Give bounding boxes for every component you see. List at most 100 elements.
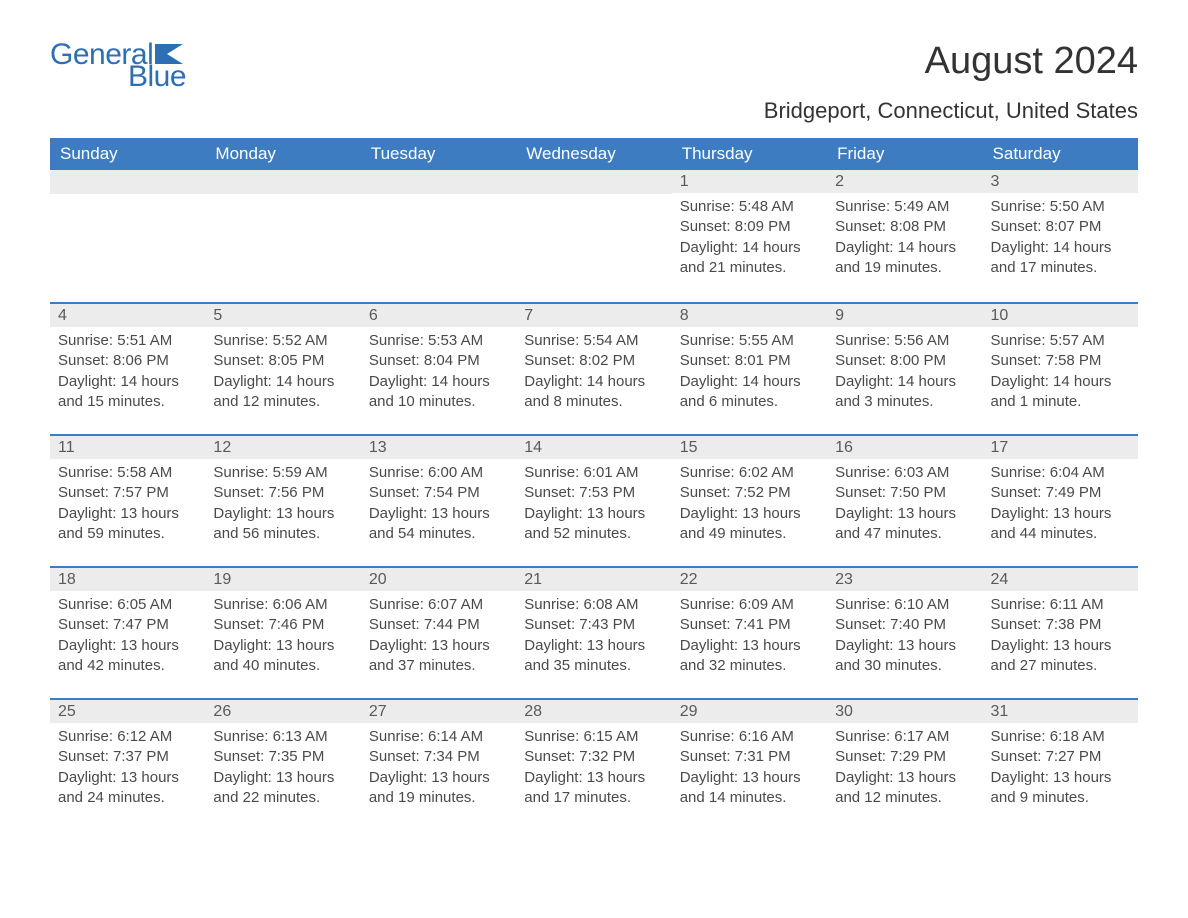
day-content: Sunrise: 6:06 AMSunset: 7:46 PMDaylight:… (205, 591, 360, 684)
day-number-bar: 1 (672, 170, 827, 193)
sunset-text: Sunset: 7:53 PM (524, 483, 663, 503)
day-number-bar: 4 (50, 302, 205, 327)
day-content: Sunrise: 6:11 AMSunset: 7:38 PMDaylight:… (983, 591, 1138, 684)
calendar-day-cell: 3Sunrise: 5:50 AMSunset: 8:07 PMDaylight… (983, 170, 1138, 302)
calendar-day-cell: 16Sunrise: 6:03 AMSunset: 7:50 PMDayligh… (827, 434, 982, 566)
day-number-bar: 31 (983, 698, 1138, 723)
logo: General Blue (50, 40, 187, 92)
sunrise-text: Sunrise: 6:18 AM (991, 727, 1130, 747)
day-content: Sunrise: 6:07 AMSunset: 7:44 PMDaylight:… (361, 591, 516, 684)
day-number-bar-empty (516, 170, 671, 194)
day-number-bar: 22 (672, 566, 827, 591)
daylight-text: Daylight: 13 hours and 54 minutes. (369, 504, 508, 545)
day-content: Sunrise: 6:02 AMSunset: 7:52 PMDaylight:… (672, 459, 827, 552)
day-content: Sunrise: 5:54 AMSunset: 8:02 PMDaylight:… (516, 327, 671, 420)
calendar-day-cell: 17Sunrise: 6:04 AMSunset: 7:49 PMDayligh… (983, 434, 1138, 566)
day-number-bar: 19 (205, 566, 360, 591)
sunrise-text: Sunrise: 6:14 AM (369, 727, 508, 747)
day-number-bar: 30 (827, 698, 982, 723)
daylight-text: Daylight: 14 hours and 15 minutes. (58, 372, 197, 413)
sunset-text: Sunset: 8:00 PM (835, 351, 974, 371)
sunset-text: Sunset: 7:41 PM (680, 615, 819, 635)
weekday-header: Tuesday (361, 138, 516, 170)
sunrise-text: Sunrise: 6:06 AM (213, 595, 352, 615)
sunset-text: Sunset: 7:38 PM (991, 615, 1130, 635)
sunset-text: Sunset: 7:46 PM (213, 615, 352, 635)
day-content: Sunrise: 6:13 AMSunset: 7:35 PMDaylight:… (205, 723, 360, 816)
daylight-text: Daylight: 13 hours and 52 minutes. (524, 504, 663, 545)
daylight-text: Daylight: 13 hours and 49 minutes. (680, 504, 819, 545)
day-content: Sunrise: 5:59 AMSunset: 7:56 PMDaylight:… (205, 459, 360, 552)
day-content: Sunrise: 5:56 AMSunset: 8:00 PMDaylight:… (827, 327, 982, 420)
day-content: Sunrise: 6:16 AMSunset: 7:31 PMDaylight:… (672, 723, 827, 816)
sunset-text: Sunset: 8:07 PM (991, 217, 1130, 237)
sunset-text: Sunset: 7:49 PM (991, 483, 1130, 503)
weekday-header: Monday (205, 138, 360, 170)
day-content: Sunrise: 6:14 AMSunset: 7:34 PMDaylight:… (361, 723, 516, 816)
day-number-bar: 13 (361, 434, 516, 459)
logo-word-blue: Blue (128, 62, 187, 92)
calendar-day-cell: 24Sunrise: 6:11 AMSunset: 7:38 PMDayligh… (983, 566, 1138, 698)
day-number-bar: 8 (672, 302, 827, 327)
day-number-bar-empty (361, 170, 516, 194)
day-content: Sunrise: 5:57 AMSunset: 7:58 PMDaylight:… (983, 327, 1138, 420)
daylight-text: Daylight: 13 hours and 40 minutes. (213, 636, 352, 677)
day-number-bar: 29 (672, 698, 827, 723)
calendar-day-cell: 19Sunrise: 6:06 AMSunset: 7:46 PMDayligh… (205, 566, 360, 698)
calendar-day-cell (516, 170, 671, 302)
day-content: Sunrise: 6:05 AMSunset: 7:47 PMDaylight:… (50, 591, 205, 684)
daylight-text: Daylight: 14 hours and 8 minutes. (524, 372, 663, 413)
calendar-day-cell: 30Sunrise: 6:17 AMSunset: 7:29 PMDayligh… (827, 698, 982, 830)
calendar-day-cell: 6Sunrise: 5:53 AMSunset: 8:04 PMDaylight… (361, 302, 516, 434)
calendar-week-row: 18Sunrise: 6:05 AMSunset: 7:47 PMDayligh… (50, 566, 1138, 698)
daylight-text: Daylight: 13 hours and 44 minutes. (991, 504, 1130, 545)
calendar-day-cell: 26Sunrise: 6:13 AMSunset: 7:35 PMDayligh… (205, 698, 360, 830)
sunset-text: Sunset: 8:04 PM (369, 351, 508, 371)
day-number-bar: 5 (205, 302, 360, 327)
calendar-day-cell: 4Sunrise: 5:51 AMSunset: 8:06 PMDaylight… (50, 302, 205, 434)
daylight-text: Daylight: 13 hours and 32 minutes. (680, 636, 819, 677)
sunrise-text: Sunrise: 6:16 AM (680, 727, 819, 747)
day-number-bar: 18 (50, 566, 205, 591)
calendar-day-cell: 23Sunrise: 6:10 AMSunset: 7:40 PMDayligh… (827, 566, 982, 698)
sunset-text: Sunset: 7:47 PM (58, 615, 197, 635)
calendar-day-cell: 15Sunrise: 6:02 AMSunset: 7:52 PMDayligh… (672, 434, 827, 566)
sunrise-text: Sunrise: 6:00 AM (369, 463, 508, 483)
calendar-day-cell: 1Sunrise: 5:48 AMSunset: 8:09 PMDaylight… (672, 170, 827, 302)
day-content: Sunrise: 5:58 AMSunset: 7:57 PMDaylight:… (50, 459, 205, 552)
day-content: Sunrise: 5:52 AMSunset: 8:05 PMDaylight:… (205, 327, 360, 420)
sunset-text: Sunset: 8:01 PM (680, 351, 819, 371)
day-number-bar: 28 (516, 698, 671, 723)
daylight-text: Daylight: 13 hours and 42 minutes. (58, 636, 197, 677)
day-number-bar: 15 (672, 434, 827, 459)
sunrise-text: Sunrise: 6:01 AM (524, 463, 663, 483)
sunset-text: Sunset: 7:44 PM (369, 615, 508, 635)
day-number-bar: 11 (50, 434, 205, 459)
sunset-text: Sunset: 7:35 PM (213, 747, 352, 767)
sunrise-text: Sunrise: 6:11 AM (991, 595, 1130, 615)
calendar-day-cell: 31Sunrise: 6:18 AMSunset: 7:27 PMDayligh… (983, 698, 1138, 830)
daylight-text: Daylight: 14 hours and 12 minutes. (213, 372, 352, 413)
daylight-text: Daylight: 13 hours and 37 minutes. (369, 636, 508, 677)
day-content: Sunrise: 6:01 AMSunset: 7:53 PMDaylight:… (516, 459, 671, 552)
sunrise-text: Sunrise: 5:54 AM (524, 331, 663, 351)
daylight-text: Daylight: 13 hours and 17 minutes. (524, 768, 663, 809)
day-number-bar: 25 (50, 698, 205, 723)
weekday-header-row: Sunday Monday Tuesday Wednesday Thursday… (50, 138, 1138, 170)
day-number-bar: 6 (361, 302, 516, 327)
sunset-text: Sunset: 8:02 PM (524, 351, 663, 371)
calendar-day-cell (50, 170, 205, 302)
calendar-day-cell: 10Sunrise: 5:57 AMSunset: 7:58 PMDayligh… (983, 302, 1138, 434)
day-content: Sunrise: 6:03 AMSunset: 7:50 PMDaylight:… (827, 459, 982, 552)
weekday-header: Friday (827, 138, 982, 170)
day-content: Sunrise: 6:08 AMSunset: 7:43 PMDaylight:… (516, 591, 671, 684)
weekday-header: Wednesday (516, 138, 671, 170)
day-content: Sunrise: 5:50 AMSunset: 8:07 PMDaylight:… (983, 193, 1138, 286)
sunrise-text: Sunrise: 5:57 AM (991, 331, 1130, 351)
day-number-bar: 10 (983, 302, 1138, 327)
sunset-text: Sunset: 7:57 PM (58, 483, 197, 503)
sunrise-text: Sunrise: 5:58 AM (58, 463, 197, 483)
calendar-day-cell: 2Sunrise: 5:49 AMSunset: 8:08 PMDaylight… (827, 170, 982, 302)
sunset-text: Sunset: 7:52 PM (680, 483, 819, 503)
sunset-text: Sunset: 7:34 PM (369, 747, 508, 767)
